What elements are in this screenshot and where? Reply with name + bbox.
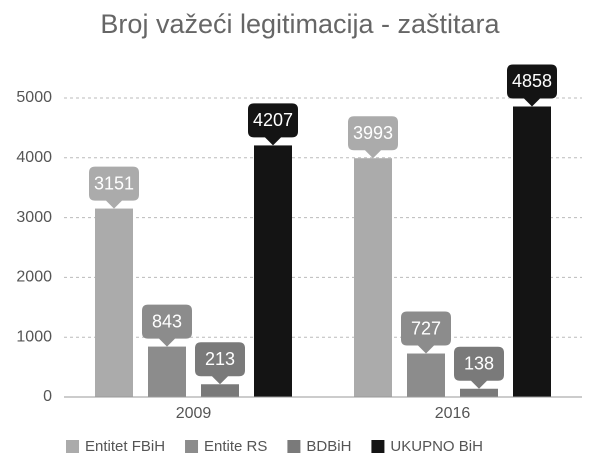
bar [148,346,186,397]
bar [201,384,239,397]
legend-label: BDBiH [306,438,351,455]
data-label: 3151 [94,173,134,193]
legend-swatch [287,440,301,453]
label-bubble [507,64,557,107]
data-label: 4858 [512,71,552,91]
y-tick-label: 0 [43,388,52,405]
bar [460,388,498,397]
bar [354,158,392,397]
y-tick-label: 5000 [16,89,52,106]
legend-label: UKUPNO BiH [390,438,483,455]
data-label: 138 [464,353,494,373]
bar [95,208,133,397]
y-tick-label: 1000 [16,328,52,345]
data-label: 727 [411,318,441,338]
label-bubble [401,311,451,354]
legend-label: Entite RS [204,438,267,455]
label-bubble [454,346,504,389]
label-bubble [142,304,192,347]
x-tick-label: 2016 [435,405,471,422]
bar [407,353,445,397]
y-tick-label: 3000 [16,209,52,226]
legend-swatch [185,440,199,453]
legend-swatch [66,440,79,453]
chart-title: Broj važeći legitimacija - zaštitara [100,9,500,39]
data-label: 4207 [253,110,293,130]
label-bubble [195,342,245,385]
bar [513,106,551,397]
label-bubble [89,166,139,209]
legend-swatch [371,440,385,453]
label-bubble [248,103,298,146]
x-tick-label: 2009 [176,405,212,422]
bar [254,145,292,397]
data-label: 213 [205,349,235,369]
legend-label: Entitet FBiH [85,438,165,455]
y-tick-label: 4000 [16,149,52,166]
y-tick-label: 2000 [16,269,52,286]
data-label: 3993 [353,123,393,143]
label-bubble [348,116,398,159]
data-label: 843 [152,311,182,331]
